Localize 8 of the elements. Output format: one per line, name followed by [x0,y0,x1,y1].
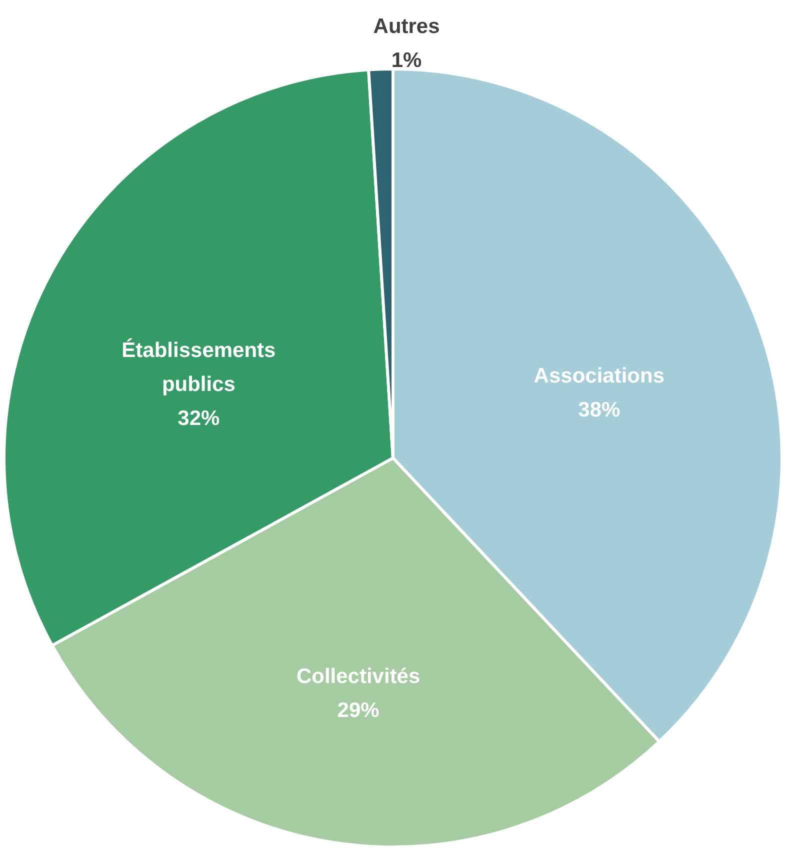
data-label: 29% [337,699,380,722]
data-label: 32% [178,407,220,430]
slice-label: Établissements publics [122,338,276,396]
slice-label: Autres [373,15,440,38]
slice-label: Associations [534,364,665,388]
slice-label: Collectivités [296,665,420,688]
data-label: 38% [578,398,620,422]
data-label: 1% [391,49,422,72]
